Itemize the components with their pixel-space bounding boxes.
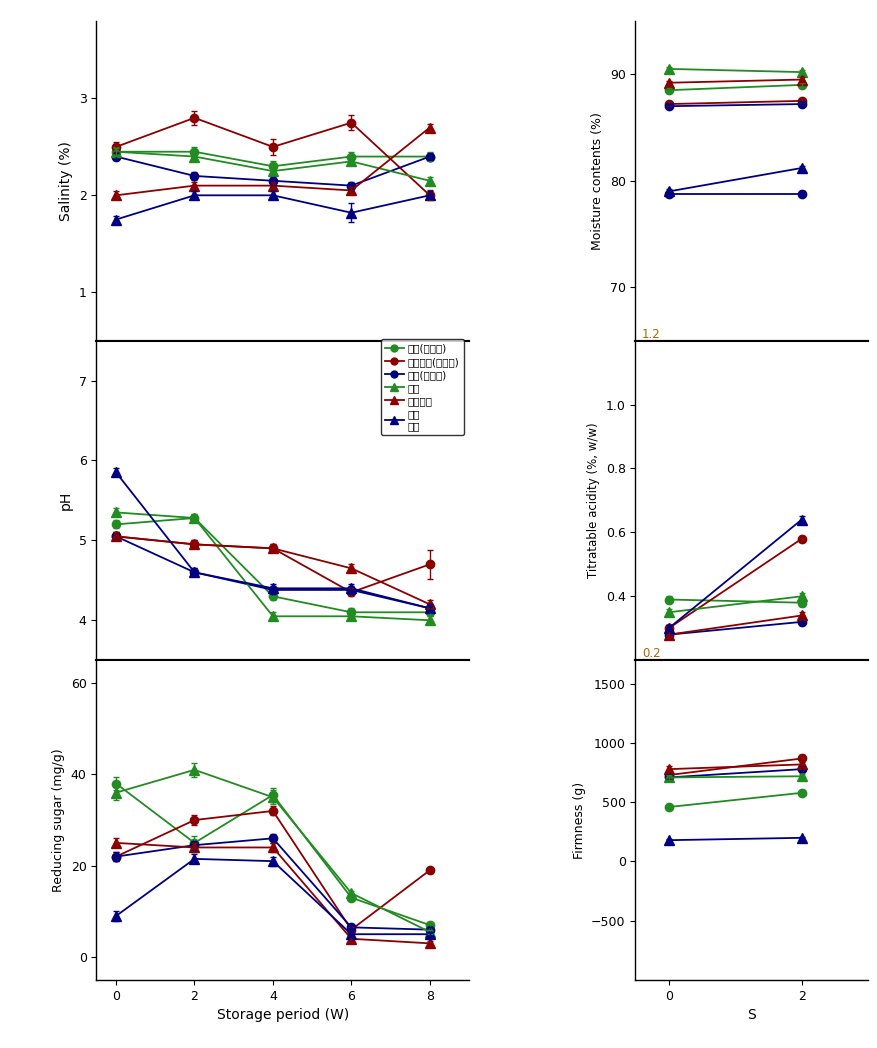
X-axis label: Storage period (W): Storage period (W) [217,1008,349,1022]
Y-axis label: Firmness (g): Firmness (g) [573,782,586,858]
Text: 1.2: 1.2 [642,328,660,341]
X-axis label: S: S [747,1008,756,1022]
Y-axis label: Reducing sugar (mg/g): Reducing sugar (mg/g) [53,748,65,892]
Y-axis label: Moisture contents (%): Moisture contents (%) [591,112,604,249]
Text: 0.2: 0.2 [642,648,660,660]
Legend: 오이(열처리), 고구마순(열처리), 뽕잎(열처리), 오이, 고구마순, 뽕잎
롤이: 오이(열처리), 고구마순(열처리), 뽕잎(열처리), 오이, 고구마순, 뽕… [381,340,464,435]
Y-axis label: pH: pH [59,490,73,510]
Y-axis label: Titratable acidity (%, w/w): Titratable acidity (%, w/w) [587,422,600,578]
Y-axis label: Salinity (%): Salinity (%) [60,140,74,221]
